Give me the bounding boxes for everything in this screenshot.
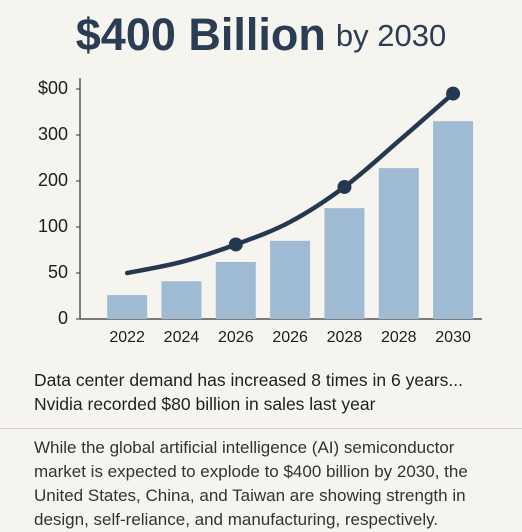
line-marker [337,179,352,194]
bar [107,295,148,319]
y-tick-label: 50 [48,262,68,282]
x-tick-label: 2028 [327,329,363,346]
chart: $400 Billion by 2030 0 50 100 200 300 $00 2022 2… [38,9,482,346]
y-tick-label: 100 [38,216,68,236]
x-tick-label: 2024 [164,329,200,346]
caption: Data center demand has increased 8 times… [34,370,463,390]
line [124,91,456,276]
bar [215,261,256,319]
line-marker [446,86,461,101]
y-tick-label: 300 [38,124,68,144]
bar [433,121,474,319]
y-tick-label: 0 [58,308,68,328]
bar [270,240,311,319]
divider [0,428,522,429]
x-tick-label: 2030 [435,329,471,346]
x-tick-label: 2022 [109,329,145,346]
y-tick-label: $00 [38,78,68,98]
bar [161,281,202,319]
line-marker [228,237,243,252]
x-tick-label: 2028 [381,329,417,346]
x-tick-label: 2026 [218,329,254,346]
caption: Nvidia recorded $80 billion in sales las… [34,394,376,414]
page: $400 Billion by 2030 0 50 100 200 300 $00 2022 2… [0,8,522,529]
chart-title-group: $400 Billion by 2030 [76,9,446,60]
body-text: While the global artificial intelligence… [34,438,468,529]
x-tick-label: 2026 [272,329,308,346]
bar [378,168,419,319]
bar [324,208,365,319]
chart-title: $400 Billion [76,9,326,60]
y-tick-label: 200 [38,170,68,190]
chart-subtitle: by 2030 [336,18,446,53]
